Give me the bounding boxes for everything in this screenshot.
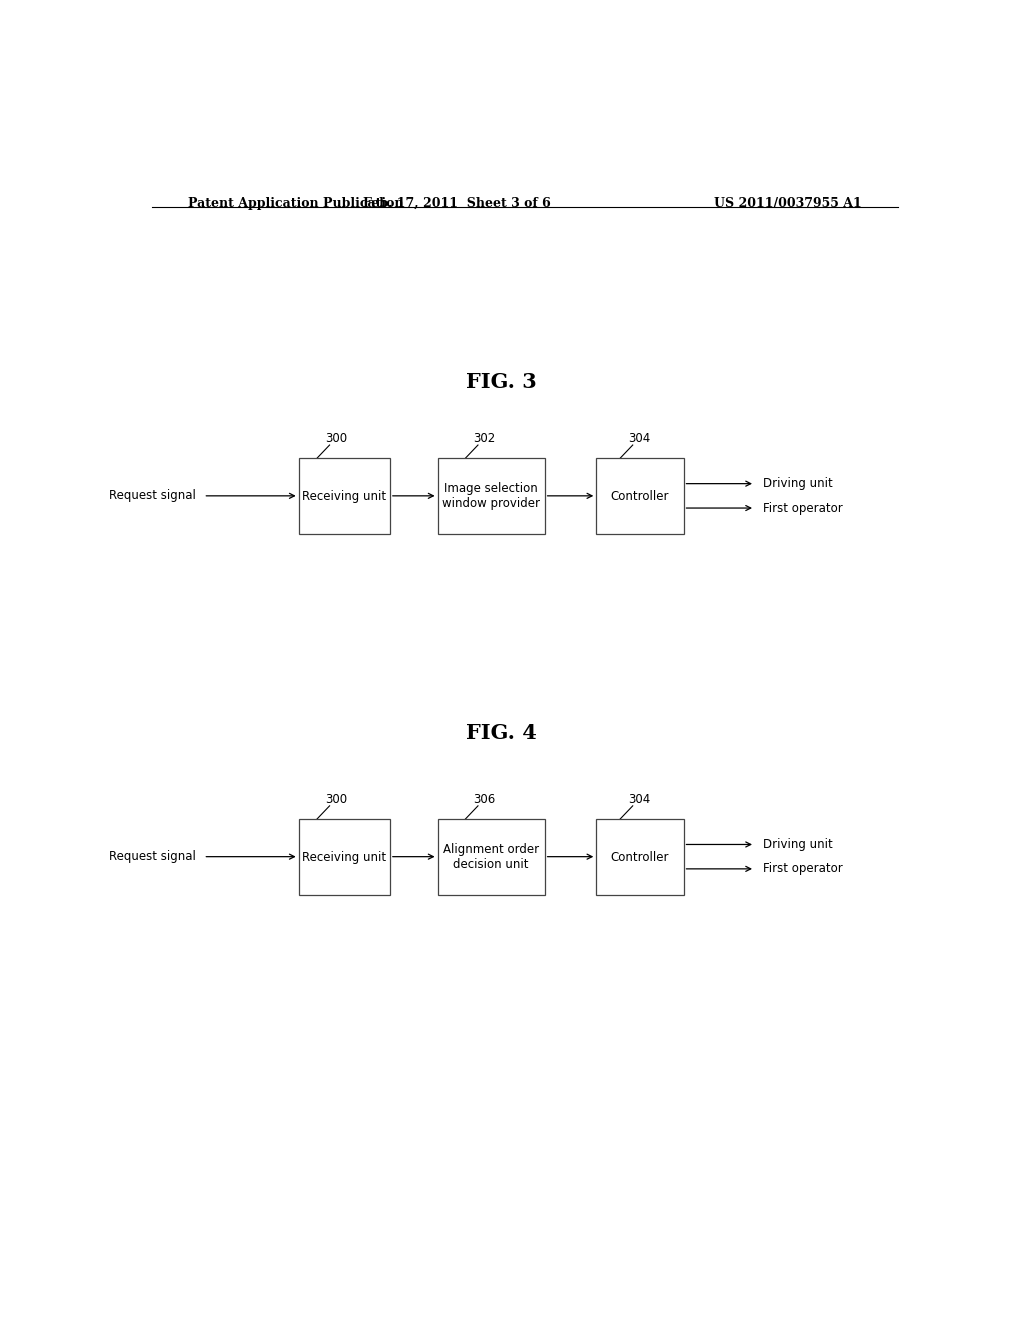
Text: 304: 304 [628,793,650,805]
Text: 302: 302 [473,432,496,445]
Text: Request signal: Request signal [109,490,196,503]
Text: 306: 306 [473,793,496,805]
Text: First operator: First operator [763,862,843,875]
Text: 304: 304 [628,432,650,445]
Text: Alignment order
decision unit: Alignment order decision unit [443,843,539,871]
Bar [299,458,390,535]
Text: FIG. 4: FIG. 4 [466,722,537,743]
Text: First operator: First operator [763,502,843,515]
Text: Receiving unit: Receiving unit [302,850,386,863]
Text: FIG. 3: FIG. 3 [466,372,537,392]
Text: Controller: Controller [610,490,669,503]
Bar [299,818,390,895]
Text: 300: 300 [325,432,347,445]
Text: Controller: Controller [610,850,669,863]
Text: Receiving unit: Receiving unit [302,490,386,503]
Bar [596,458,684,535]
Bar [437,458,545,535]
Text: Driving unit: Driving unit [763,477,833,490]
Text: Patent Application Publication: Patent Application Publication [187,197,403,210]
Text: Request signal: Request signal [109,850,196,863]
Bar [437,818,545,895]
Text: Image selection
window provider: Image selection window provider [442,482,540,511]
Bar [596,818,684,895]
Text: Driving unit: Driving unit [763,838,833,851]
Text: Feb. 17, 2011  Sheet 3 of 6: Feb. 17, 2011 Sheet 3 of 6 [364,197,551,210]
Text: 300: 300 [325,793,347,805]
Text: US 2011/0037955 A1: US 2011/0037955 A1 [715,197,862,210]
